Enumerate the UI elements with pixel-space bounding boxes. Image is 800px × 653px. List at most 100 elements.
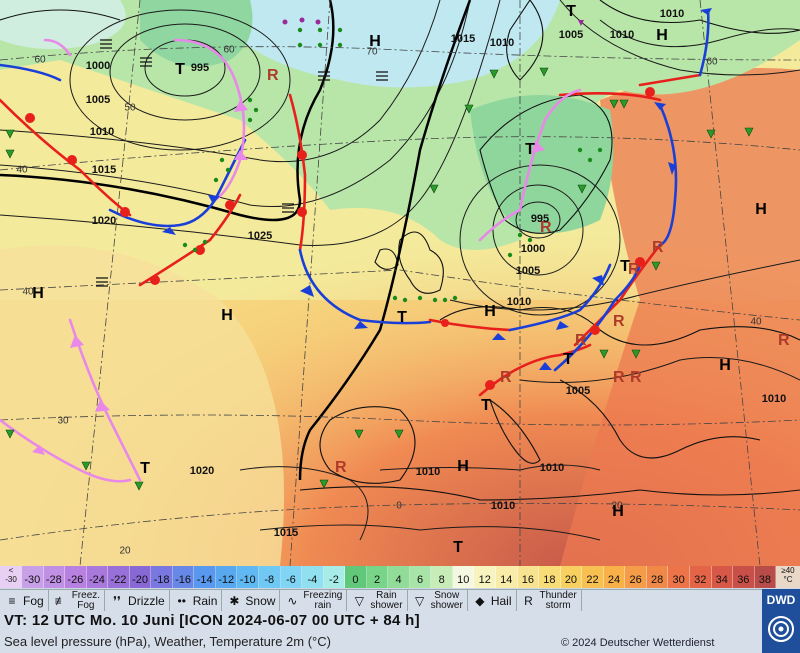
temperature-isoline-label: 40: [22, 287, 34, 298]
isobar-label: 1020: [190, 465, 214, 477]
scale-cell: -10: [237, 566, 260, 588]
svg-text:R: R: [628, 261, 640, 278]
dwd-swirl-icon: [768, 616, 794, 642]
scale-cell: 20: [560, 566, 583, 588]
fog-icon: ≡: [8, 594, 16, 608]
pressure-center-marker: H: [612, 503, 624, 520]
scale-cell: -28: [43, 566, 66, 588]
isobar-label: 1005: [566, 385, 590, 397]
pressure-center-marker: H: [484, 303, 496, 320]
pressure-center-marker: H: [369, 33, 381, 50]
isobar-label: 1010: [610, 29, 634, 41]
warm-front-7: [558, 92, 662, 102]
scale-cell: -18: [151, 566, 173, 588]
legend-label: Hail: [490, 594, 512, 608]
dwd-logo: DWD: [762, 589, 800, 653]
temperature-colour-scale: -30 -28 -26 -24 -22 -20 -18 -16 -14 -12 -10 -8 -6 -4-…: [22, 566, 777, 588]
svg-text:R: R: [500, 369, 512, 386]
scale-cell: -22: [108, 566, 130, 588]
scale-cell: -20: [129, 566, 152, 588]
temperature-isoline-label: 50: [124, 103, 136, 114]
weather-legend: ≡ Fog ≢ Freez. Fog ❜❜ Drizzle •• Rain ✱ Snow ∿ Free…: [0, 589, 762, 612]
isobar-label: 1010: [90, 126, 114, 138]
legend-label: Snow shower: [430, 590, 463, 611]
scale-cell: 4: [388, 566, 410, 588]
temperature-field-cold: [230, 0, 560, 88]
isobar-label: 1010: [660, 8, 684, 20]
legend-item: ❜❜ Drizzle: [105, 590, 170, 612]
warm-front-6: [478, 343, 592, 397]
legend-label: Freez. Fog: [71, 590, 101, 611]
legend-item: ≢ Freez. Fog: [49, 590, 106, 612]
legend-item: ▽ Rain shower: [347, 590, 408, 612]
weather-map: RRR RRR RRR RR 1000100510101015102010251…: [0, 0, 800, 566]
svg-text:R: R: [575, 332, 587, 349]
scale-cell: 22: [582, 566, 604, 588]
pressure-center-marker: T: [620, 258, 630, 275]
scale-max-cap: ≥40 °C: [776, 566, 800, 588]
scale-cell: 16: [517, 566, 540, 588]
temperature-isoline-label: 0: [396, 501, 402, 512]
cold-front-5: [658, 103, 678, 247]
isobar-label: 995: [191, 62, 209, 74]
pressure-center-marker: H: [719, 357, 731, 374]
legend-label: Thunder storm: [539, 590, 577, 611]
isobar-label: 1010: [540, 462, 564, 474]
cold-front-2: [298, 248, 432, 325]
svg-text:R: R: [652, 239, 664, 256]
legend-item: •• Rain: [170, 590, 223, 612]
scale-cell: -30: [22, 566, 44, 588]
legend-item: ▽ Snow shower: [408, 590, 468, 612]
pressure-centers: T H T H T H H H T H T T H T T H H T: [32, 3, 767, 556]
temperature-labels: 60 60 70 60 50 40 40 40 30 20 20 0: [16, 45, 762, 557]
legend-label: Freezing rain: [303, 590, 343, 611]
cold-front-6: [698, 8, 710, 77]
isobar-label: 1010: [762, 393, 786, 405]
legend-label: Rain shower: [370, 590, 403, 611]
scale-cell: -8: [259, 566, 281, 588]
scale-cell: 12: [474, 566, 497, 588]
scale-cell: 10: [452, 566, 475, 588]
isobar-label: 1010: [416, 466, 440, 478]
occlusion-3: [518, 88, 582, 212]
drizzle-icon: ❜❜: [113, 594, 121, 608]
valid-time: VT: 12 UTC Mo. 10 Juni [ICON 2024-06-07 …: [4, 612, 420, 629]
legend-label: Drizzle: [128, 594, 165, 608]
scale-cell: -12: [215, 566, 238, 588]
isobar-label: 1010: [491, 500, 515, 512]
isobar-1015-bold-south: [298, 0, 472, 481]
map-subtitle: Sea level pressure (hPa), Weather, Tempe…: [4, 634, 331, 649]
freezing-fog-icon: ≢: [54, 594, 67, 608]
scale-cell: -24: [86, 566, 109, 588]
isobar-label: 1005: [86, 94, 110, 106]
snow-icon: ✱: [229, 594, 240, 608]
legend-item: ∿ Freezing rain: [280, 590, 348, 612]
cold-front: [0, 63, 247, 228]
scale-cell: -2: [323, 566, 346, 588]
svg-text:R: R: [778, 332, 790, 349]
temperature-isoline-label: 60: [223, 45, 235, 56]
pressure-center-marker: T: [175, 61, 185, 78]
snow-shower-icon: ▽: [414, 594, 425, 608]
isobar-label: 1000: [521, 243, 545, 255]
occlusion-5: [68, 318, 142, 482]
pressure-center-marker: T: [397, 309, 407, 326]
isobar-label: 1010: [490, 37, 514, 49]
rain-shower-icon: ▽: [354, 594, 364, 608]
coastlines: [0, 0, 800, 501]
temperature-field-greenland: [140, 0, 253, 67]
temperature-isoline-label: 40: [750, 317, 762, 328]
legend-item: ✱ Snow: [222, 590, 281, 612]
copyright: © 2024 Deutscher Wetterdienst: [561, 637, 715, 649]
isobar-label: 1015: [274, 527, 298, 539]
pressure-center-marker: T: [481, 397, 491, 414]
isobar-label: 1015: [92, 164, 116, 176]
cold-front-4: [553, 263, 642, 372]
scale-cell: 28: [646, 566, 669, 588]
scale-cell: -4: [302, 566, 324, 588]
scale-cell: -26: [65, 566, 87, 588]
pressure-labels: 1000 1005 1010 1015 1020 1025 1015 1010 1005 1010…: [86, 8, 786, 539]
scale-cell: 2: [366, 566, 389, 588]
scale-min-cap: < -30: [0, 566, 22, 588]
dwd-logo-text: DWD: [766, 593, 796, 607]
